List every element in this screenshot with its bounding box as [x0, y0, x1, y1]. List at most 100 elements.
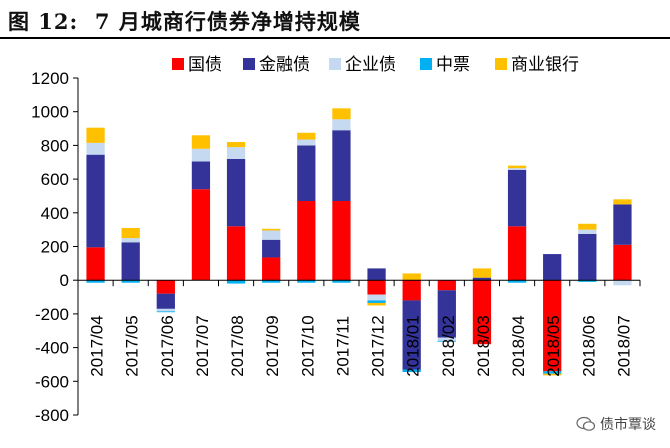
figure-label: 图 12: [8, 9, 79, 34]
stacked-bar-chart: -800 -600 -400 -200 0 200 400 600 800 1000 1200 201… [31, 55, 641, 425]
legend-swatch [243, 58, 255, 70]
bar-segment [472, 277, 492, 281]
bar-segment [402, 273, 421, 281]
y-tick-label: -600 [35, 372, 69, 391]
x-tick-label: 2017/04 [88, 315, 107, 376]
x-tick-label: 2018/04 [509, 315, 528, 376]
x-tick-label: 2017/12 [369, 315, 388, 376]
bars-layer [86, 108, 632, 376]
y-tick-label: -800 [35, 406, 69, 425]
legend-label: 企业债 [345, 55, 396, 75]
legend-item: 中票 [420, 55, 470, 75]
bar-segment [402, 300, 421, 370]
bar-segment [86, 280, 105, 283]
bar-segment [262, 228, 281, 231]
title-divider [0, 37, 670, 39]
bar-segment [297, 280, 316, 283]
bar-segment [191, 161, 211, 190]
bar-segment [578, 223, 597, 230]
axes-layer: -800 -600 -400 -200 0 200 400 600 800 1000 1200 201… [31, 69, 641, 425]
x-tick-label: 2018/06 [579, 315, 598, 376]
y-tick-label: -400 [35, 339, 69, 358]
bar-segment [156, 293, 175, 309]
bar-segment [437, 290, 456, 338]
legend-label: 金融债 [259, 55, 310, 75]
bar-segment [543, 254, 562, 281]
bar-segment [121, 227, 140, 239]
x-tick-label: 2017/10 [298, 315, 317, 376]
bar-segment [121, 242, 140, 281]
x-tick-label: 2017/06 [158, 315, 177, 376]
bar-segment [543, 371, 562, 374]
bar-segment [226, 226, 246, 281]
legend-swatch [495, 58, 507, 70]
bar-segment [613, 204, 632, 245]
bar-segment [121, 280, 140, 283]
legend-item: 金融债 [243, 55, 310, 75]
bar-segment [367, 294, 386, 301]
bar-segment [191, 148, 211, 162]
legend-swatch [172, 58, 184, 70]
bar-segment [262, 239, 281, 258]
x-tick-label: 2017/05 [123, 315, 142, 376]
bar-segment [437, 280, 456, 291]
legend-item: 国债 [172, 55, 222, 75]
bar-segment [578, 229, 597, 234]
legend-item: 商业银行 [495, 55, 579, 75]
bar-segment [297, 139, 316, 146]
bar-segment [262, 230, 281, 240]
legend-label: 中票 [436, 55, 470, 75]
bar-segment [86, 154, 105, 248]
bar-segment [297, 201, 316, 281]
figure-title: 图 12: 7 月城商行债券净增持规模 [8, 6, 361, 36]
x-tick-label: 2018/05 [544, 315, 563, 376]
bar-segment [332, 201, 351, 281]
bar-segment [332, 280, 351, 283]
legend-label: 商业银行 [511, 55, 579, 75]
bar-segment [86, 142, 105, 155]
watermark: 债市覃谈 [576, 414, 656, 434]
x-tick-label: 2018/07 [614, 315, 633, 376]
bar-segment [437, 337, 456, 341]
legend-label: 国债 [188, 55, 222, 75]
y-tick-label: 1000 [31, 103, 69, 122]
bar-segment [402, 280, 421, 301]
legend-item: 企业债 [329, 55, 396, 75]
bar-segment [613, 199, 632, 205]
bar-segment [472, 280, 492, 345]
bar-segment [226, 147, 246, 159]
bar-segment [297, 132, 316, 140]
bar-segment [86, 127, 105, 143]
bar-segment [578, 233, 597, 281]
bar-segment [367, 300, 386, 303]
x-tick-label: 2018/02 [439, 315, 458, 376]
bar-segment [226, 280, 246, 284]
bar-segment [507, 165, 527, 169]
bar-segment [191, 189, 211, 281]
bar-segment [472, 268, 492, 278]
bar-segment [543, 373, 562, 376]
bar-segment [367, 302, 386, 306]
bar-segment [402, 369, 421, 373]
bar-segment [226, 142, 246, 148]
watermark-text: 债市覃谈 [600, 417, 656, 433]
bar-segment [121, 238, 140, 243]
bar-segment [543, 280, 562, 372]
bar-segment [332, 130, 351, 202]
bar-segment [578, 280, 597, 282]
y-tick-label: 800 [41, 136, 69, 155]
y-tick-label: 200 [41, 238, 69, 257]
bar-segment [262, 257, 281, 281]
y-tick-label: 400 [41, 204, 69, 223]
y-tick-label: 0 [60, 271, 69, 290]
x-tick-label: 2017/08 [228, 315, 247, 376]
bar-segment [507, 169, 527, 227]
x-tick-label: 2018/01 [404, 315, 423, 376]
bar-segment [367, 280, 386, 295]
y-tick-label: 600 [41, 170, 69, 189]
y-tick-label: -200 [35, 305, 69, 324]
bar-segment [262, 280, 281, 283]
legend-swatch [420, 58, 432, 70]
figure-header: 图 12: 7 月城商行债券净增持规模 [0, 0, 670, 39]
legend-swatch [329, 58, 341, 70]
